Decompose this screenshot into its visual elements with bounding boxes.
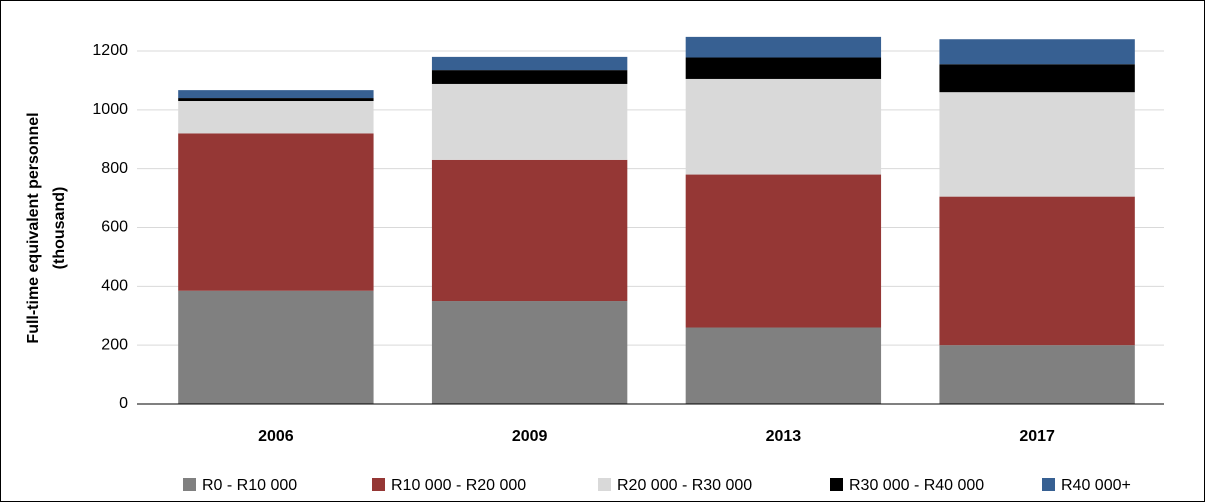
y-tick-label: 400 [101, 278, 128, 295]
legend-label: R0 - R10 000 [202, 477, 297, 494]
x-tick-label: 2009 [512, 428, 548, 445]
y-tick-label: 800 [101, 160, 128, 177]
legend-swatch [830, 478, 843, 491]
y-axis-title: Full-time equivalent personnel [25, 112, 42, 343]
x-tick-label: 2006 [258, 428, 294, 445]
y-tick-label: 1000 [92, 101, 128, 118]
y-tick-label: 0 [119, 395, 128, 412]
legend-label: R10 000 - R20 000 [391, 477, 526, 494]
legend-label: R40 000+ [1061, 477, 1131, 494]
bar-segment [939, 92, 1135, 197]
bar-segment [685, 174, 882, 328]
bar-segment [685, 57, 882, 79]
bar-segment [431, 159, 628, 302]
bar-segment [178, 90, 374, 99]
bar-segment [685, 36, 882, 58]
x-tick-label: 2013 [766, 428, 802, 445]
legend-label: R20 000 - R30 000 [617, 477, 752, 494]
y-axis-title: (thousand) [51, 187, 68, 270]
bar-segment [431, 70, 628, 84]
bar-segment [178, 133, 374, 291]
bar-segment [431, 56, 628, 71]
bar-segment [431, 83, 628, 160]
bar-segment [178, 98, 374, 102]
bar-segment [939, 196, 1135, 346]
legend-swatch [372, 478, 385, 491]
legend-swatch [1042, 478, 1055, 491]
bar-segment [178, 101, 374, 134]
bar-segment [939, 64, 1135, 93]
bar-segment [685, 327, 882, 404]
x-tick-label: 2017 [1019, 428, 1055, 445]
bar-segment [685, 78, 882, 175]
y-tick-label: 600 [101, 219, 128, 236]
legend-swatch [183, 478, 196, 491]
bar-segment [431, 301, 628, 404]
legend-label: R30 000 - R40 000 [849, 477, 984, 494]
bar-segment [939, 345, 1135, 404]
bar-segment [178, 290, 374, 404]
bar-segment [939, 39, 1135, 65]
y-tick-label: 1200 [92, 42, 128, 59]
legend-swatch [598, 478, 611, 491]
y-tick-label: 200 [101, 336, 128, 353]
